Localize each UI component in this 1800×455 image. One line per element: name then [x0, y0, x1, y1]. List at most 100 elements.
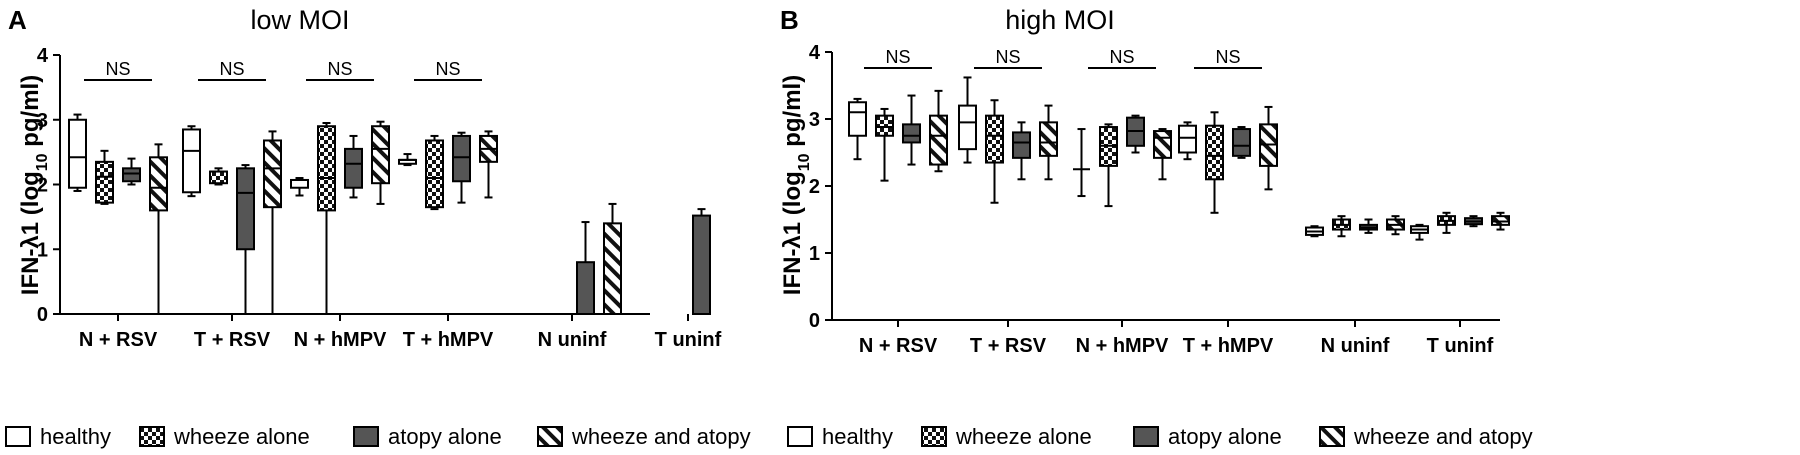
- y-tick-label: 4: [809, 42, 821, 64]
- box-atopy-alone-3: [1232, 126, 1251, 159]
- significance-label: NS: [435, 59, 460, 79]
- legend: healthy wheeze alone atopy alone wheeze and…: [5, 424, 1533, 449]
- legend-label: wheeze alone: [173, 424, 310, 449]
- legend-item-atopy-alone: atopy alone: [1133, 424, 1282, 449]
- legend-item-wheeze-alone: wheeze alone: [921, 424, 1092, 449]
- box-wheeze-alone-2: [317, 121, 336, 314]
- y-tick-label: 0: [809, 310, 820, 332]
- box-body: [985, 114, 1004, 164]
- box-wheeze-alone-1: [985, 99, 1004, 204]
- significance-annotation: NS: [84, 59, 152, 81]
- box-wheeze-and-atopy-3: [479, 130, 498, 199]
- box-body: [848, 101, 867, 137]
- x-tick-label: T + RSV: [970, 335, 1047, 357]
- legend-item-wheeze-alone: wheeze alone: [139, 424, 310, 449]
- box-healthy-0: [68, 113, 87, 192]
- box-body: [149, 156, 168, 212]
- box-wheeze-alone-1: [209, 167, 228, 186]
- box-body: [958, 104, 977, 151]
- box-wheeze-alone-2: [1099, 123, 1118, 208]
- panel-b-y-axis-label: IFN-λ1 (log10 pg/ml): [779, 75, 813, 295]
- box-atopy-alone-4: [1359, 218, 1378, 234]
- x-tick-label: T + hMPV: [403, 329, 494, 351]
- box-body: [576, 261, 595, 316]
- box-body: [1012, 131, 1031, 159]
- box-atopy-alone-5: [1464, 215, 1483, 228]
- x-tick-label: N + hMPV: [1076, 335, 1169, 357]
- significance-annotation: NS: [1088, 47, 1156, 69]
- significance-label: NS: [1215, 47, 1240, 67]
- box-atopy-alone-1: [236, 164, 255, 314]
- significance-label: NS: [885, 47, 910, 67]
- legend-item-healthy: healthy: [787, 424, 893, 449]
- legend-label: wheeze and atopy: [571, 424, 751, 449]
- box-atopy-alone-4: [576, 221, 595, 316]
- box-wheeze-and-atopy-2: [371, 120, 390, 205]
- legend-swatch: [139, 426, 165, 447]
- box-wheeze-and-atopy-5: [1491, 211, 1510, 231]
- y-tick-label: 3: [37, 110, 48, 132]
- panel-b-letter: B: [780, 5, 799, 35]
- box-body: [95, 160, 114, 204]
- box-body: [68, 118, 87, 189]
- box-atopy-alone-0: [122, 157, 141, 186]
- y-tick-label: 2: [37, 175, 48, 197]
- box-wheeze-and-atopy-1: [263, 130, 282, 314]
- box-body: [603, 222, 622, 316]
- y-tick-label: 4: [37, 45, 49, 67]
- box-body: [875, 114, 894, 137]
- y-tick-label: 2: [809, 176, 820, 198]
- box-wheeze-alone-5: [1437, 211, 1456, 234]
- box-body: [236, 167, 255, 251]
- legend-item-atopy-alone: atopy alone: [353, 424, 502, 449]
- box-wheeze-and-atopy-2: [1153, 128, 1172, 181]
- x-tick-label: N + RSV: [79, 329, 158, 351]
- box-body: [122, 167, 141, 183]
- box-healthy-0: [848, 97, 867, 161]
- box-wheeze-and-atopy-0: [149, 143, 168, 314]
- box-wheeze-alone-4: [1332, 215, 1351, 238]
- box-healthy-1: [958, 76, 977, 164]
- legend-swatch: [1133, 426, 1159, 447]
- legend-swatch: [5, 426, 31, 447]
- box-body: [452, 134, 471, 183]
- box-body: [344, 147, 363, 189]
- box-body: [1205, 124, 1224, 181]
- panel-b-title: high MOI: [1005, 5, 1115, 35]
- significance-annotation: NS: [864, 47, 932, 69]
- box-body: [929, 114, 948, 166]
- panel-b-y-ticks: 0 1 2 3 4: [809, 42, 832, 332]
- y-tick-label: 3: [809, 109, 820, 131]
- box-healthy-5: [1410, 223, 1429, 241]
- box-healthy-2: [1073, 128, 1090, 198]
- legend-label: healthy: [40, 424, 111, 449]
- legend-label: healthy: [822, 424, 893, 449]
- box-body: [1153, 130, 1172, 159]
- box-body: [371, 125, 390, 185]
- legend-item-wheeze-and-atopy: wheeze and atopy: [537, 424, 751, 449]
- box-healthy-4: [1305, 225, 1324, 238]
- box-body: [209, 170, 228, 185]
- box-wheeze-and-atopy-0: [929, 89, 948, 173]
- significance-label: NS: [1109, 47, 1134, 67]
- box-healthy-3: [1178, 121, 1197, 161]
- x-tick-label: T + hMPV: [1183, 335, 1274, 357]
- box-atopy-alone-2: [1126, 114, 1145, 154]
- y-tick-label: 1: [809, 243, 820, 265]
- box-healthy-2: [290, 177, 309, 197]
- box-healthy-1: [182, 125, 201, 198]
- panel-b-plot-area: NS NS NS NS: [831, 47, 1510, 321]
- x-tick-label: N uninf: [1321, 335, 1390, 357]
- y-tick-label: 0: [37, 304, 48, 326]
- legend-label: atopy alone: [1168, 424, 1282, 449]
- x-tick-label: T uninf: [655, 329, 722, 351]
- box-wheeze-and-atopy-3: [1259, 105, 1278, 191]
- significance-annotation: NS: [414, 59, 482, 81]
- panel-b-x-ticks: N + RSV T + RSV N + hMPV T + hMPV N uninf T u…: [859, 320, 1494, 357]
- legend-swatch: [537, 426, 563, 447]
- box-healthy-3: [398, 153, 417, 167]
- significance-label: NS: [327, 59, 352, 79]
- significance-label: NS: [995, 47, 1020, 67]
- box-body: [182, 128, 201, 194]
- box-wheeze-and-atopy-4: [1386, 215, 1405, 236]
